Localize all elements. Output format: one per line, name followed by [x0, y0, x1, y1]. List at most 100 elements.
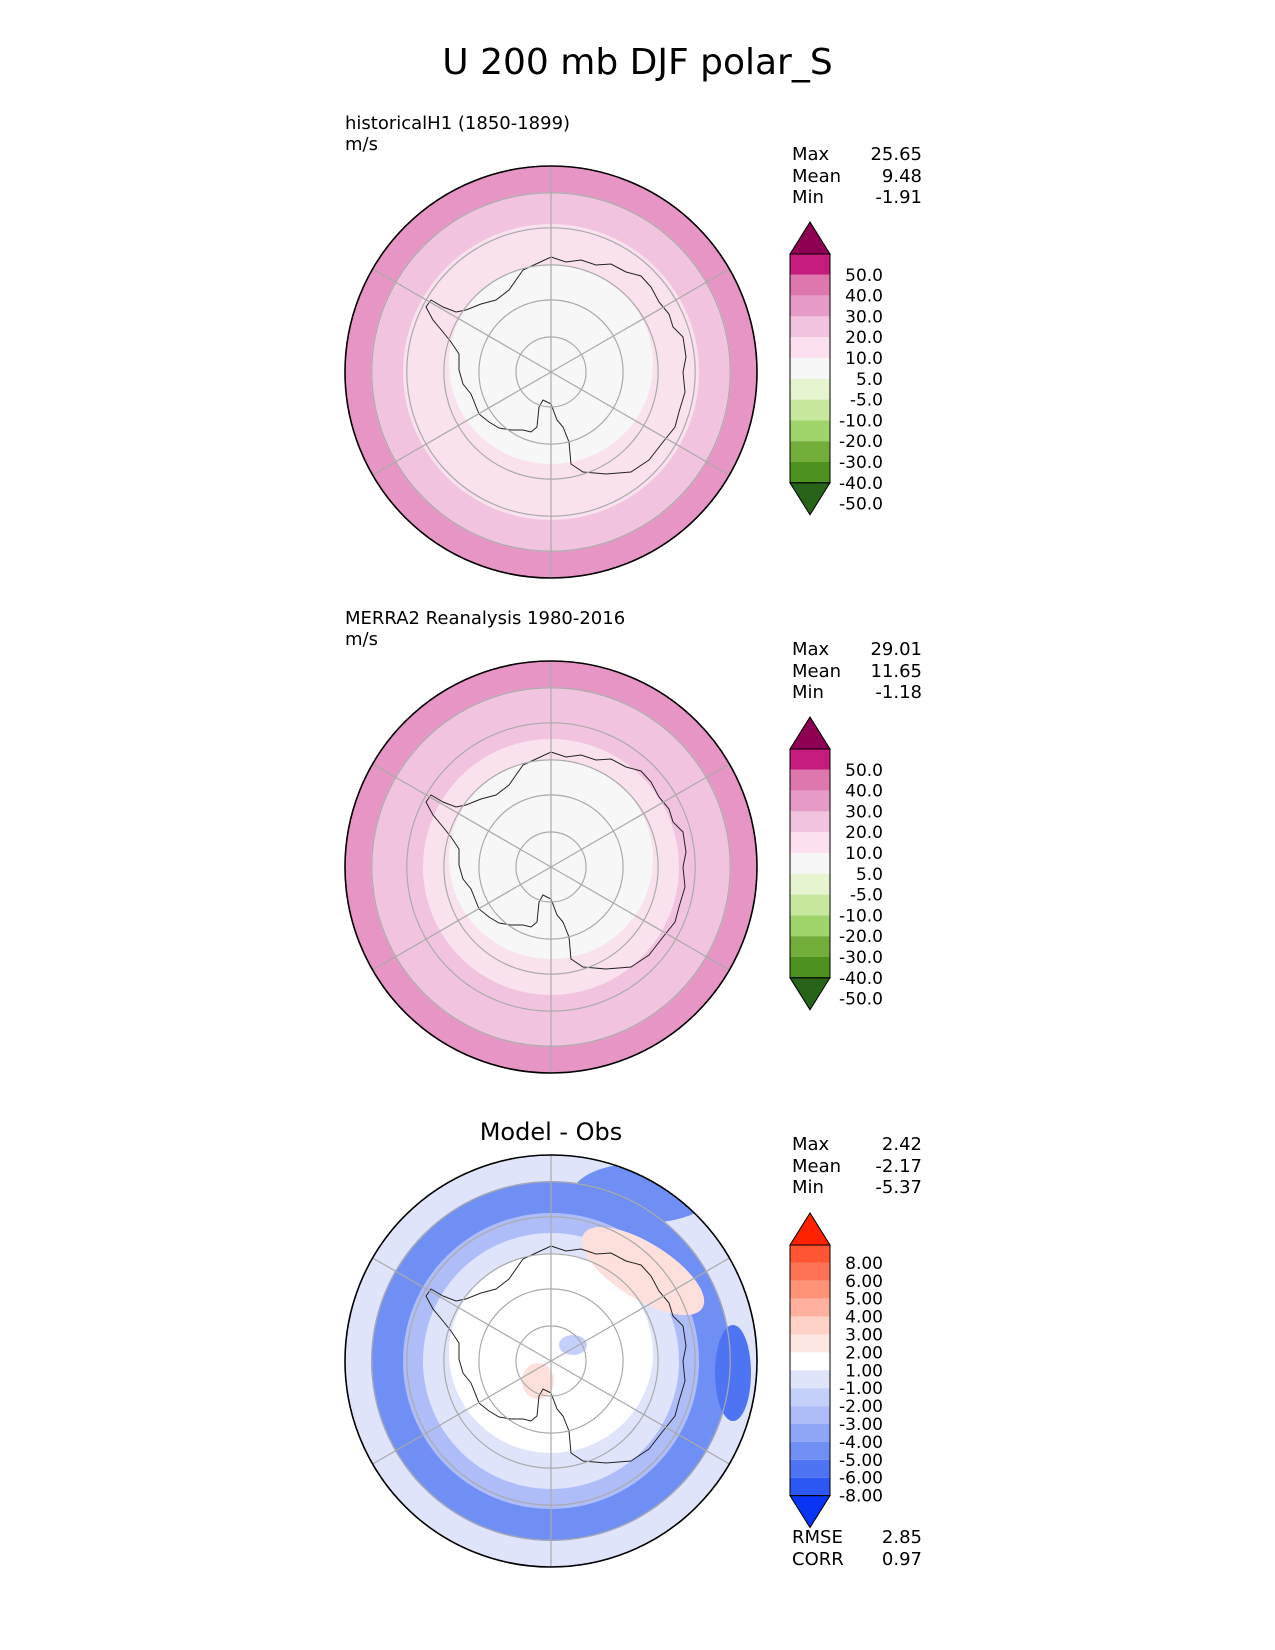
longitude-line — [550, 1257, 730, 1362]
colorbar-segment — [790, 873, 830, 895]
map-boundary — [344, 1154, 758, 1568]
colorbar-segment — [790, 936, 830, 957]
colorbar-segment — [790, 811, 830, 833]
colorbar-segment — [790, 441, 830, 462]
colorbar-tick-label: 10.0 — [845, 844, 883, 864]
colorbar-tick-label: -4.00 — [839, 1433, 883, 1453]
colorbar-tick-label: -20.0 — [839, 432, 883, 452]
colorbar-segment — [790, 1245, 830, 1263]
longitude-line — [372, 268, 552, 373]
colorbar-segment — [790, 1424, 830, 1442]
colorbar-segment — [790, 1280, 830, 1299]
colorbar-frame — [789, 253, 831, 484]
negative-anomaly — [573, 1163, 713, 1223]
colorbar-segment — [790, 790, 830, 812]
panel1-units: m/s — [345, 134, 378, 155]
colorbar-segment — [790, 853, 830, 874]
colorbar-tick-label: 30.0 — [845, 802, 883, 822]
colorbar-segment — [790, 1477, 830, 1496]
colorbar-tick-label: 50.0 — [845, 266, 883, 286]
colorbar-segment — [790, 316, 830, 338]
panel3-footer-stats: RMSE 2.85 CORR 0.97 — [792, 1527, 922, 1570]
colorbar-tick-label: -5.00 — [839, 1451, 883, 1471]
panel2-stats: Max 29.01 Mean 11.65 Min -1.18 — [792, 639, 922, 704]
panel2-colorbar: 50.040.030.020.010.05.0-5.0-10.0-20.0-30… — [789, 716, 883, 1011]
map-boundary — [344, 165, 758, 579]
colorbar-tick-label: 20.0 — [845, 823, 883, 843]
stat-mean: Mean 11.65 — [792, 660, 922, 682]
colorbar-tick-label: 5.00 — [845, 1290, 883, 1310]
negative-anomaly — [559, 1335, 587, 1355]
colorbar-tick-label: 1.00 — [845, 1361, 883, 1381]
colorbar-segment — [790, 1352, 830, 1371]
colorbar-extend-top — [789, 1212, 831, 1246]
longitude-line — [550, 371, 730, 476]
colorbar-segment — [790, 749, 830, 770]
colorbar-extend-bottom — [789, 1495, 831, 1529]
map-boundary — [344, 660, 758, 1074]
colorbar-segment — [790, 769, 830, 791]
colorbar-segment — [790, 1441, 830, 1460]
colorbar-tick-label: 5.0 — [856, 370, 883, 390]
colorbar-tick-label: -50.0 — [839, 495, 883, 515]
stat-max: Max 25.65 — [792, 144, 922, 165]
longitude-line — [372, 1257, 552, 1362]
longitude-line — [372, 1360, 552, 1465]
longitude-line — [372, 866, 552, 971]
colorbar-tick-label: 4.00 — [845, 1308, 883, 1328]
colorbar-segment — [790, 832, 830, 853]
stat-mean: Mean 9.48 — [792, 165, 922, 187]
colorbar-tick-label: -40.0 — [839, 474, 883, 494]
colorbar-extend-top — [789, 221, 831, 255]
negative-anomaly — [715, 1325, 751, 1421]
colorbar-segment — [790, 1334, 830, 1353]
colorbar-tick-label: -5.0 — [850, 391, 883, 411]
panel1-colorbar: 50.040.030.020.010.05.0-5.0-10.0-20.0-30… — [789, 221, 883, 516]
colorbar-tick-label: -3.00 — [839, 1415, 883, 1435]
longitude-line — [550, 268, 730, 373]
colorbar-segment — [790, 462, 830, 483]
colorbar-segment — [790, 1459, 830, 1478]
colorbar-extend-bottom — [789, 977, 831, 1011]
colorbar-segment — [790, 1262, 830, 1281]
panel3-colorbar: 8.006.005.004.003.002.001.00-1.00-2.00-3… — [789, 1212, 883, 1529]
colorbar-tick-label: 30.0 — [845, 307, 883, 327]
colorbar-tick-label: 20.0 — [845, 328, 883, 348]
difference-title: Model - Obs — [479, 1118, 623, 1146]
panel1-dataset: historicalH1 (1850-1899) — [345, 113, 571, 134]
colorbar-tick-label: 40.0 — [845, 782, 883, 802]
antarctica-coastline — [425, 256, 687, 475]
colorbar-segment — [790, 1316, 830, 1335]
stat-min: Min -1.91 — [792, 187, 922, 208]
colorbar-segment — [790, 295, 830, 317]
colorbar-segment — [790, 1298, 830, 1317]
colorbar-tick-label: 2.00 — [845, 1343, 883, 1363]
colorbar-tick-label: -40.0 — [839, 969, 883, 989]
panel1-label: historicalH1 (1850-1899) m/s — [345, 113, 570, 155]
figure-title: U 200 mb DJF polar_S — [442, 42, 833, 83]
colorbar-frame — [789, 1244, 831, 1497]
panel2-polar-map — [344, 660, 758, 1074]
longitude-line — [550, 866, 730, 971]
map-field — [345, 661, 757, 1073]
stat-max: Max 29.01 — [792, 639, 922, 660]
positive-anomaly — [581, 1226, 705, 1316]
longitude-line — [550, 1360, 730, 1465]
colorbar-segment — [790, 399, 830, 421]
colorbar-segment — [790, 274, 830, 296]
panel2-label: MERRA2 Reanalysis 1980-2016 m/s — [345, 608, 625, 650]
panel3-stats: Max 2.42 Mean -2.17 Min -5.37 — [792, 1134, 922, 1199]
colorbar-segment — [790, 1370, 830, 1389]
colorbar-tick-label: -20.0 — [839, 927, 883, 947]
colorbar-tick-label: 5.0 — [856, 865, 883, 885]
stat-min: Min -5.37 — [792, 1177, 922, 1198]
stat-rmse: RMSE 2.85 — [792, 1527, 922, 1548]
longitude-line — [372, 763, 552, 868]
colorbar-tick-label: -10.0 — [839, 411, 883, 431]
colorbar-frame — [789, 748, 831, 979]
colorbar-segment — [790, 1406, 830, 1424]
stat-min: Min -1.18 — [792, 682, 922, 703]
colorbar-tick-label: -1.00 — [839, 1379, 883, 1399]
colorbar-tick-label: 40.0 — [845, 287, 883, 307]
panel1-stats: Max 25.65 Mean 9.48 Min -1.91 — [792, 144, 922, 209]
